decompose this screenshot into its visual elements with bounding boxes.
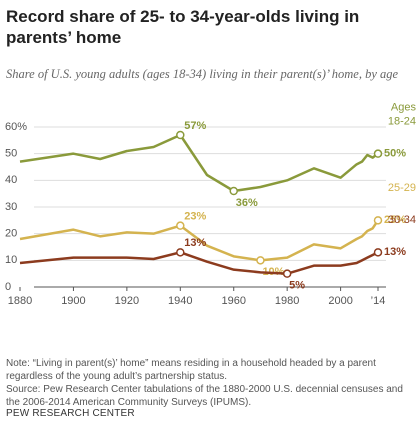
point-marker [176,248,185,257]
point-marker [176,221,185,230]
line [19,133,379,193]
legend-label: 18-24 [388,116,416,128]
chart-title: Record share of 25- to 34-year-olds livi… [6,7,360,47]
line [19,251,379,275]
data-label: 5% [289,280,305,292]
data-label: 13% [184,237,206,249]
x-tick-label: 1980 [275,295,299,307]
data-label: 23% [184,211,206,223]
legend-label: 30-34 [388,214,416,226]
data-label: 25% [384,214,406,226]
point-marker [282,269,292,278]
data-label: 36% [236,197,258,209]
x-tick-label: 1900 [61,295,85,307]
point-marker [229,186,238,196]
legend-title: Ages [391,102,417,114]
x-tick-label: 1880 [8,295,32,307]
x-tick-label: 2000 [328,295,352,307]
point-marker [256,256,265,265]
y-tick-label: 20 [5,228,17,240]
y-tick-label: 0 [5,281,11,293]
point-marker [176,130,185,140]
note: Note: “Living in parent(s)’ home” means … [6,358,376,382]
point-marker [373,149,383,158]
x-tick-label: 1940 [168,295,192,307]
data-label: 57% [184,120,206,132]
y-tick-label: 30 [5,201,17,213]
legend-label: 25-29 [388,182,416,194]
y-tick-label: 50 [5,148,17,160]
data-label: 50% [384,148,406,160]
y-tick-label: 10 [5,254,17,266]
x-tick-label: 1920 [115,295,139,307]
point-marker [373,216,383,225]
x-tick-label: 1960 [221,295,245,307]
data-label: 13% [384,246,406,258]
footer: PEW RESEARCH CENTER [6,408,135,419]
point-marker [373,248,383,257]
y-tick-label: 40 [5,174,17,186]
chart-subtitle: Share of U.S. young adults (ages 18-34) … [6,67,399,81]
x-tick-label: ’14 [371,295,386,307]
y-tick-label: 60% [5,121,27,133]
notes: Note: “Living in parent(s)’ home” means … [6,357,414,409]
source: Source: Pew Research Center tabulations … [6,384,403,408]
